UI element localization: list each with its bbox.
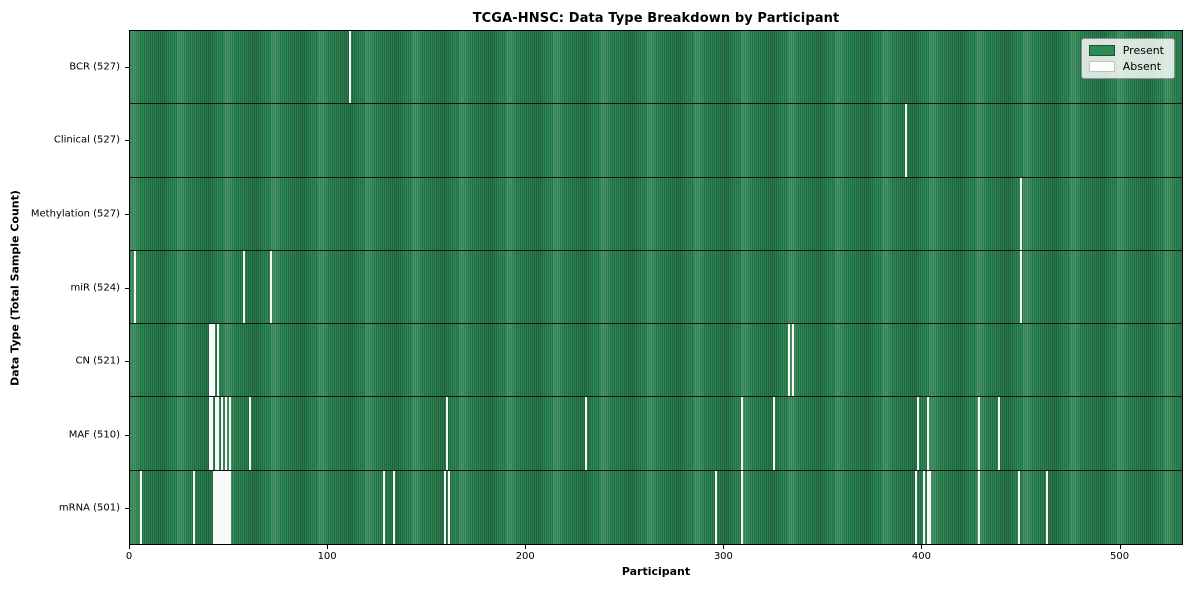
x-tick-label-100: 100 [317, 551, 337, 562]
y-tick-label-mRNA: mRNA (501) [58, 502, 120, 514]
absent-mark [270, 250, 273, 324]
present-swatch-icon [1088, 45, 1115, 56]
absent-mark [224, 397, 227, 470]
absent-mark [446, 397, 449, 470]
x-tick-label-300: 300 [713, 551, 733, 562]
absent-mark [215, 397, 218, 470]
absent-mark [222, 470, 225, 544]
absent-mark [139, 470, 142, 544]
y-tick-mark [125, 213, 129, 215]
absent-mark [213, 324, 216, 397]
absent-mark [383, 470, 386, 544]
x-tick-mark [525, 545, 527, 549]
absent-mark [193, 470, 196, 544]
x-tick-label-500: 500 [1110, 551, 1130, 562]
absent-swatch-icon [1088, 61, 1115, 72]
x-tick-label-400: 400 [911, 551, 932, 562]
absent-mark [715, 470, 718, 544]
x-tick-mark [1119, 545, 1121, 549]
x-tick-label-0: 0 [125, 551, 133, 562]
legend-item-absent: Absent [1088, 60, 1164, 73]
absent-mark [220, 397, 223, 470]
absent-mark [917, 397, 920, 470]
absent-mark [772, 397, 775, 470]
absent-mark [349, 31, 352, 104]
absent-mark [792, 324, 795, 397]
absent-mark [393, 470, 395, 544]
absent-mark [248, 397, 251, 470]
absent-mark [928, 470, 931, 544]
absent-mark [209, 397, 212, 470]
absent-mark [1017, 470, 1020, 544]
x-tick-mark [723, 545, 725, 549]
absent-mark [1019, 250, 1022, 324]
y-tick-label-BCR: BCR (527) [69, 61, 120, 73]
legend-item-present: Present [1088, 44, 1164, 57]
x-axis-label: Participant [621, 565, 691, 578]
x-tick-label-200: 200 [515, 551, 535, 562]
y-tick-mark [125, 508, 129, 510]
row-BCR [130, 31, 1182, 105]
absent-mark [448, 470, 451, 544]
legend: Present Absent [1080, 38, 1175, 79]
row-CN [130, 324, 1182, 398]
row-MAF [130, 397, 1182, 471]
absent-mark [926, 397, 929, 470]
absent-mark [226, 470, 229, 544]
absent-mark [211, 324, 214, 397]
x-tick-mark [327, 545, 329, 549]
absent-mark [217, 397, 219, 470]
row-mRNA [130, 470, 1182, 544]
y-tick-mark [125, 287, 129, 289]
absent-mark [228, 397, 231, 470]
absent-mark [926, 470, 929, 544]
absent-mark [1045, 470, 1048, 544]
absent-mark [220, 470, 223, 544]
absent-mark [922, 470, 925, 544]
y-tick-mark [125, 66, 129, 68]
absent-mark [133, 250, 136, 324]
absent-mark [584, 397, 587, 470]
absent-mark [215, 470, 218, 544]
absent-mark [217, 470, 219, 544]
y-tick-label-MAF: MAF (510) [68, 429, 120, 441]
absent-mark [978, 397, 981, 470]
absent-mark [218, 470, 221, 544]
y-tick-label-Clinical: Clinical (527) [53, 134, 120, 146]
plot-area: Present Absent [129, 30, 1183, 545]
row-Clinical [130, 104, 1182, 178]
x-tick-mark [129, 545, 130, 549]
absent-mark [213, 470, 216, 544]
y-tick-label-miR: miR (524) [70, 282, 120, 293]
chart-title: TCGA-HNSC: Data Type Breakdown by Partic… [472, 11, 840, 26]
absent-mark [978, 470, 981, 544]
absent-mark [788, 324, 791, 397]
absent-mark [228, 470, 231, 544]
absent-mark [224, 470, 227, 544]
absent-mark [1019, 177, 1022, 250]
absent-mark [915, 470, 918, 544]
legend-label-present: Present [1122, 44, 1164, 57]
absent-mark [905, 104, 908, 177]
y-tick-mark [125, 361, 129, 363]
absent-mark [242, 250, 245, 324]
y-tick-mark [125, 434, 129, 436]
x-tick-mark [921, 545, 923, 549]
absent-mark [217, 324, 219, 397]
absent-mark [211, 397, 214, 470]
row-Methylation [130, 177, 1182, 251]
y-tick-label-Methylation: Methylation (527) [30, 208, 120, 220]
legend-label-absent: Absent [1122, 60, 1162, 73]
absent-mark [444, 470, 447, 544]
absent-mark [998, 397, 1001, 470]
y-tick-mark [125, 140, 129, 142]
absent-mark [741, 470, 744, 544]
absent-mark [209, 324, 212, 397]
absent-mark [741, 397, 744, 470]
row-miR [130, 250, 1182, 325]
y-tick-label-CN: CN (521) [75, 355, 120, 367]
